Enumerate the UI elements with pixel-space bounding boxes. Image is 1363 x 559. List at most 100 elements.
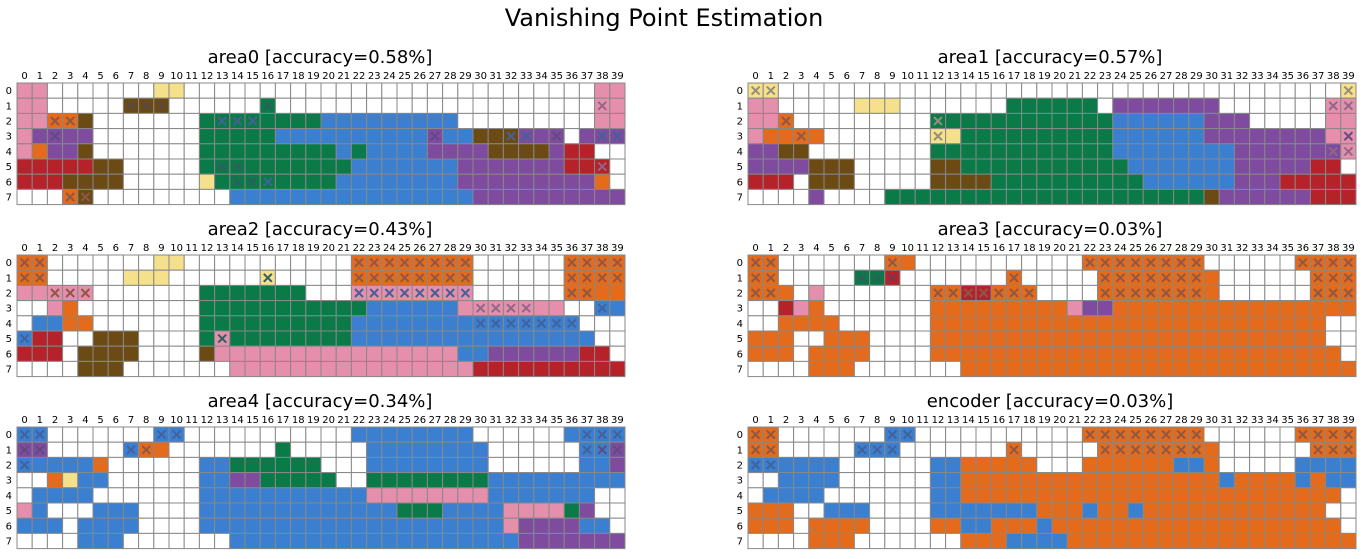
grid-cell <box>777 97 795 114</box>
grid-cell <box>945 472 962 489</box>
grid-cell <box>823 532 840 550</box>
grid-cell <box>1127 345 1144 362</box>
grid-cell <box>899 487 916 504</box>
grid-cell <box>1097 532 1114 550</box>
grid-cell <box>1188 315 1205 332</box>
grid-cell <box>533 284 550 302</box>
grid-cell <box>442 173 459 190</box>
grid-cell <box>62 97 79 114</box>
grid-cell <box>107 502 124 519</box>
grid-cell <box>1233 128 1251 145</box>
grid-cell <box>31 532 48 550</box>
x-tick-label: 31 <box>489 415 502 426</box>
grid-cell <box>168 112 185 130</box>
grid-cell <box>777 426 795 443</box>
x-tick-label: 30 <box>1205 415 1218 426</box>
grid-cell <box>229 300 246 317</box>
grid-cell <box>1127 97 1144 114</box>
grid-cell <box>1066 158 1083 175</box>
grid-cell <box>366 360 383 378</box>
grid-cell <box>1097 517 1114 534</box>
grid-cell <box>777 487 795 504</box>
grid-cell <box>472 269 489 286</box>
x-marker <box>551 131 562 141</box>
grid-cell <box>1157 517 1175 534</box>
grid-cell <box>1142 112 1159 130</box>
grid-cell <box>793 158 810 175</box>
x-marker <box>781 116 791 126</box>
grid-cell <box>1021 158 1038 175</box>
grid-cell <box>442 97 459 114</box>
x-tick-label: 37 <box>1312 415 1325 426</box>
grid-cell <box>823 360 840 378</box>
x-marker <box>126 101 136 111</box>
grid-cell <box>838 173 855 190</box>
grid-cell <box>1188 472 1205 489</box>
y-tick-label: 5 <box>737 162 743 173</box>
panel-title: area4 [accuracy=0.34%] <box>208 391 433 412</box>
grid-cell <box>1051 532 1068 550</box>
grid-cell <box>777 441 795 458</box>
grid-cell <box>914 517 931 534</box>
grid-cell <box>138 345 155 362</box>
grid-cell <box>578 360 596 378</box>
grid-cell <box>1081 472 1099 489</box>
grid-cell <box>945 315 962 332</box>
grid-cell <box>533 426 550 443</box>
grid-cell <box>945 517 962 534</box>
grid-cell <box>290 315 307 332</box>
grid-cell <box>1203 426 1220 443</box>
x-marker <box>597 303 607 313</box>
grid-cell <box>305 188 322 206</box>
y-tick-label: 4 <box>737 491 743 502</box>
grid-cell <box>960 128 977 145</box>
grid-cell <box>1021 360 1038 378</box>
y-tick-label: 2 <box>737 461 743 472</box>
grid-cell <box>487 456 504 474</box>
grid-cell <box>1249 487 1266 504</box>
grid-cell <box>244 97 261 114</box>
grid-cell <box>381 158 398 175</box>
grid-cell <box>229 426 246 443</box>
grid-cell <box>869 97 886 114</box>
grid-cell <box>229 82 246 99</box>
x-tick-label: 25 <box>398 243 411 254</box>
grid-cell <box>1081 300 1099 317</box>
grid-cell <box>823 502 840 519</box>
grid-cell <box>1203 330 1220 347</box>
grid-cell <box>1249 97 1266 114</box>
x-marker <box>399 273 410 283</box>
grid-cell <box>426 472 444 489</box>
grid-cell <box>381 360 398 378</box>
x-tick-label: 22 <box>1084 71 1097 82</box>
grid-cell <box>487 517 504 534</box>
grid-cell <box>838 300 855 317</box>
x-tick-label: 22 <box>1084 415 1097 426</box>
grid-cell <box>1066 502 1083 519</box>
grid-cell <box>1233 472 1251 489</box>
grid-cell <box>1097 345 1114 362</box>
x-marker <box>80 288 91 298</box>
grid-cell <box>305 82 322 99</box>
grid-cell <box>1142 345 1159 362</box>
x-marker <box>521 131 531 141</box>
grid-cell <box>914 143 931 160</box>
grid-cell <box>578 188 596 206</box>
y-tick-label: 6 <box>6 349 12 360</box>
grid-cell <box>1142 532 1159 550</box>
x-tick-label: 6 <box>844 71 850 82</box>
grid-cell <box>1233 97 1251 114</box>
grid-cell <box>259 360 276 378</box>
grid-cell <box>350 97 368 114</box>
grid-cell <box>793 82 810 99</box>
grid-cell <box>350 426 368 443</box>
grid-cell <box>1005 173 1023 190</box>
grid-cell <box>1142 300 1159 317</box>
grid-cell <box>305 254 322 271</box>
grid-cell <box>1218 188 1235 206</box>
grid-cell <box>1173 517 1190 534</box>
grid-cell <box>899 82 916 99</box>
grid-cell <box>548 300 565 317</box>
x-tick-label: 11 <box>185 243 198 254</box>
x-tick-label: 8 <box>874 71 880 82</box>
